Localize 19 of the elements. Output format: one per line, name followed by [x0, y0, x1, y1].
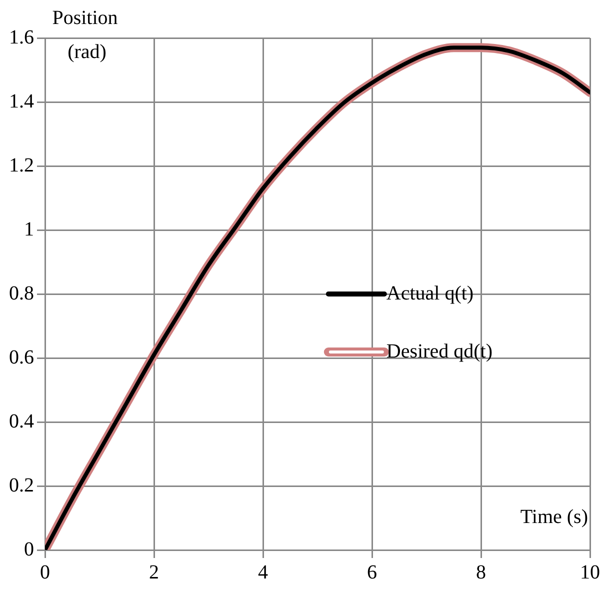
x-tick-label: 4	[258, 561, 268, 584]
legend-label: Actual q(t)	[386, 282, 474, 304]
y-tick-label: 1	[24, 218, 34, 240]
y-tick-label: 1.2	[9, 154, 34, 176]
y-tick-label: 1.4	[9, 90, 34, 112]
y-tick-label: 1.6	[9, 26, 34, 48]
y-tick-label: 0.2	[9, 474, 34, 496]
x-tick-label: 8	[476, 561, 486, 584]
legend-label: Desired qd(t)	[386, 340, 492, 362]
y-axis-title: Position (rad)	[52, 7, 118, 63]
x-tick-label: 6	[367, 561, 377, 584]
y-tick-label: 0.4	[9, 410, 34, 432]
x-tick-label: 10	[580, 561, 600, 584]
y-tick-label: 0.8	[9, 282, 34, 304]
y-tick-label: 0	[24, 538, 34, 560]
x-tick-label: 2	[149, 561, 159, 584]
y-tick-label: 0.6	[9, 346, 34, 368]
x-tick-label: 0	[40, 561, 50, 584]
x-axis-title: Time (s)	[520, 506, 588, 528]
